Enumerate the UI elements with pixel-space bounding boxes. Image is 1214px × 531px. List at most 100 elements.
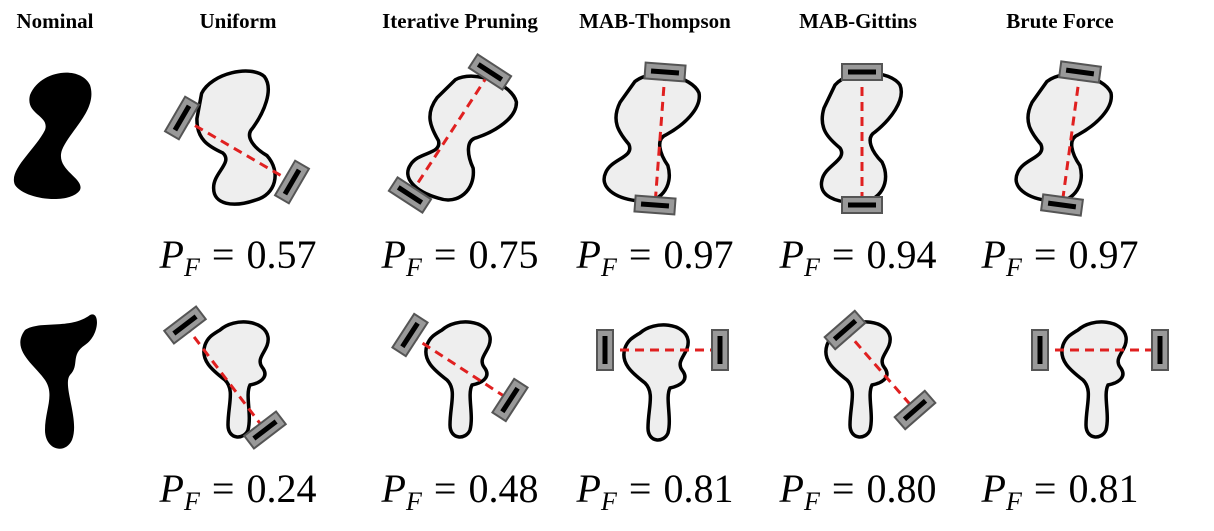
gripper-jaw (391, 312, 429, 358)
nominal-shape (20, 314, 97, 449)
metric-value: 0.94 (866, 232, 936, 277)
metric-subscript: F (803, 253, 821, 282)
column-header: Nominal (16, 9, 93, 33)
column-header: Brute Force (1006, 9, 1113, 33)
gripper-jaw (643, 61, 687, 83)
metric-relation: = (434, 232, 457, 277)
object-outline (202, 320, 270, 439)
jaw-pad (1065, 67, 1095, 77)
jaw-pad (172, 314, 198, 336)
gripper-jaw (163, 95, 201, 141)
gripper-jaw (1031, 329, 1049, 371)
grasp-axis (408, 71, 492, 196)
metric-subscript: F (600, 253, 618, 282)
metric-value: 0.24 (246, 466, 316, 511)
metric-symbol: P (779, 232, 804, 277)
jaw-pad (848, 69, 876, 75)
gripper-jaw (1057, 60, 1103, 84)
metric-value: 0.48 (468, 466, 538, 511)
metric-symbol: P (576, 232, 601, 277)
gripper-jaw (841, 196, 883, 214)
metric-subscript: F (405, 253, 423, 282)
jaw-pad (832, 318, 858, 342)
metric-symbol: P (381, 232, 406, 277)
metric-relation: = (1034, 466, 1057, 511)
nominal-shape (13, 72, 92, 200)
grasp-axis (181, 116, 293, 184)
gripper-jaw (1039, 193, 1085, 217)
metric-relation: = (212, 232, 235, 277)
jaw-pad (500, 386, 520, 414)
metric-relation: = (212, 466, 235, 511)
grasp-axis (409, 333, 511, 402)
jaw-pad (650, 68, 680, 76)
jaw-pad (396, 185, 424, 205)
column-header: Uniform (200, 9, 277, 33)
jaw-pad (172, 104, 192, 132)
gripper-jaw (841, 63, 883, 81)
jaw-pad (282, 168, 302, 196)
gripper-jaw (823, 309, 867, 351)
grasp-axis (183, 324, 267, 431)
metric-label: PF = 0.81 (981, 466, 1139, 516)
metric-symbol: P (159, 466, 184, 511)
gripper-jaw (467, 53, 513, 91)
metric-label: PF = 0.48 (381, 466, 539, 516)
metric-subscript: F (1005, 253, 1023, 282)
metric-symbol: P (381, 466, 406, 511)
metric-symbol: P (576, 466, 601, 511)
metric-relation: = (434, 466, 457, 511)
metric-label: PF = 0.75 (381, 232, 539, 282)
column-header: MAB-Gittins (799, 9, 917, 33)
jaw-pad (1037, 336, 1043, 364)
jaw-pad (717, 336, 723, 364)
grasp-axis (1060, 71, 1082, 206)
metric-subscript: F (600, 487, 618, 516)
metric-symbol: P (981, 466, 1006, 511)
metric-subscript: F (405, 487, 423, 516)
gripper-jaw (596, 329, 614, 371)
metric-value: 0.81 (1068, 466, 1138, 511)
metric-value: 0.57 (246, 232, 316, 277)
metric-subscript: F (1005, 487, 1023, 516)
jaw-pad (252, 419, 278, 441)
metric-subscript: F (803, 487, 821, 516)
metric-label: PF = 0.81 (576, 466, 734, 516)
gripper-jaw (491, 377, 529, 423)
gripper-jaw (387, 176, 433, 214)
metric-label: PF = 0.57 (159, 232, 317, 282)
metric-subscript: F (183, 487, 201, 516)
metric-label: PF = 0.80 (779, 466, 937, 516)
gripper-jaw (273, 159, 311, 205)
jaw-pad (602, 336, 608, 364)
metric-value: 0.80 (866, 466, 936, 511)
metric-symbol: P (159, 232, 184, 277)
gripper-jaw (633, 194, 677, 216)
column-header: MAB-Thompson (579, 9, 731, 33)
jaw-pad (640, 201, 670, 209)
object-outline (622, 323, 690, 442)
grasp-axis (653, 71, 667, 206)
artwork (13, 53, 1169, 450)
object-outline (1011, 65, 1117, 211)
metric-symbol: P (981, 232, 1006, 277)
column-header: Iterative Pruning (382, 9, 538, 33)
metric-relation: = (1034, 232, 1057, 277)
gripper-jaw (162, 305, 208, 345)
metric-relation: = (832, 466, 855, 511)
object-outline (1060, 320, 1128, 439)
metric-label: PF = 0.24 (159, 466, 317, 516)
metric-relation: = (629, 232, 652, 277)
gripper-jaw (242, 410, 288, 450)
metric-label: PF = 0.94 (779, 232, 937, 282)
jaw-pad (400, 321, 420, 349)
jaw-pad (848, 202, 876, 208)
gripper-jaw (1151, 329, 1169, 371)
metric-label: PF = 0.97 (981, 232, 1139, 282)
jaw-pad (1047, 200, 1077, 210)
metric-value: 0.75 (468, 232, 538, 277)
jaw-pad (476, 62, 504, 82)
gripper-jaw (893, 389, 937, 431)
jaw-pad (1157, 336, 1163, 364)
